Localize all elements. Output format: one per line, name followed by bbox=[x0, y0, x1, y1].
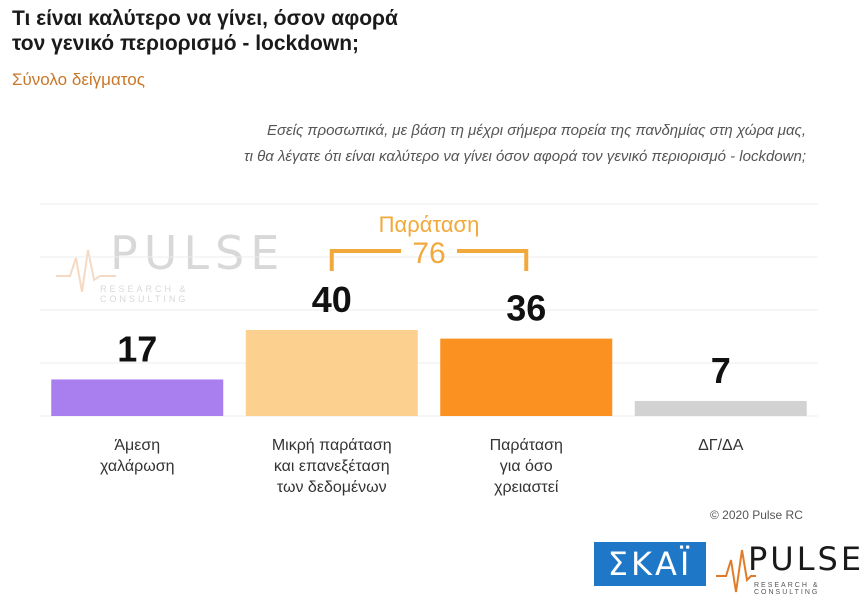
data-label-3: 36 bbox=[506, 288, 546, 329]
survey-question-line-2: τι θα λέγατε ότι είναι καλύτερο να γίνει… bbox=[244, 148, 806, 165]
chart-title: Τι είναι καλύτερο να γίνει, όσον αφορά τ… bbox=[12, 6, 398, 56]
chart-title-line-2: τον γενικό περιορισμό - lockdown; bbox=[12, 32, 360, 55]
survey-question-line-1: Εσείς προσωπικά, με βάση τη μέχρι σήμερα… bbox=[267, 122, 806, 139]
pulse-logo-tagline: RESEARCH & CONSULTING bbox=[754, 582, 820, 596]
data-label-1: 17 bbox=[117, 328, 157, 369]
category-label-1-line-2: χαλάρωση bbox=[100, 458, 175, 475]
pulse-watermark: PULSE RESEARCH & CONSULTING bbox=[56, 226, 279, 306]
category-label-1-line-1: Άμεση bbox=[114, 437, 160, 454]
category-label-2-line-1: Μικρή παράταση bbox=[272, 437, 392, 454]
category-label-4-line-1: ΔΓ/ΔΑ bbox=[698, 437, 744, 454]
data-label-2: 40 bbox=[312, 279, 352, 320]
annotation-label: Παράταση bbox=[379, 212, 480, 237]
pulse-logo-wave-icon bbox=[716, 549, 756, 593]
skai-logo: ΣΚΑΪ bbox=[594, 542, 706, 586]
pulse-logo: PULSE RESEARCH & CONSULTING bbox=[716, 540, 861, 600]
category-label-3-line-1: Παράταση bbox=[490, 437, 563, 454]
copyright-text: © 2020 Pulse RC bbox=[710, 508, 803, 522]
annotation-value: 76 bbox=[412, 237, 445, 270]
watermark-tagline: RESEARCH & CONSULTING bbox=[100, 284, 189, 304]
bar-1 bbox=[51, 379, 224, 416]
category-label-2-line-2: και επανεξέταση bbox=[274, 458, 390, 475]
data-label-4: 7 bbox=[711, 350, 731, 391]
watermark-word: PULSE bbox=[110, 226, 286, 280]
category-label-3-line-2: για όσο bbox=[500, 458, 553, 475]
chart-subtitle: Σύνολο δείγματος bbox=[12, 70, 145, 89]
category-label-3-line-3: χρειαστεί bbox=[494, 479, 559, 496]
bar-2 bbox=[245, 330, 418, 416]
survey-question: Εσείς προσωπικά, με βάση τη μέχρι σήμερα… bbox=[46, 118, 806, 170]
category-label-2-line-3: των δεδομένων bbox=[277, 479, 387, 496]
chart-title-line-1: Τι είναι καλύτερο να γίνει, όσον αφορά bbox=[12, 7, 398, 30]
pulse-logo-word: PULSE bbox=[748, 540, 865, 578]
bar-4 bbox=[634, 400, 807, 416]
bar-3 bbox=[440, 338, 613, 416]
pulse-wave-icon bbox=[56, 249, 116, 293]
